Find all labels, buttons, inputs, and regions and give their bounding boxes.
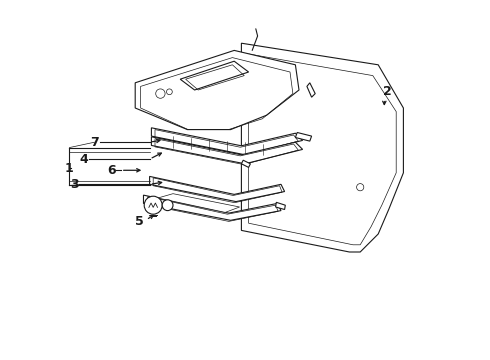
Polygon shape [149, 176, 285, 202]
Polygon shape [151, 137, 303, 164]
Text: 2: 2 [383, 85, 392, 98]
Polygon shape [242, 43, 403, 252]
Circle shape [167, 89, 172, 95]
Polygon shape [144, 195, 281, 220]
Circle shape [144, 196, 162, 214]
Polygon shape [180, 61, 248, 90]
Polygon shape [295, 132, 312, 141]
Polygon shape [307, 83, 315, 97]
Circle shape [357, 184, 364, 191]
Circle shape [162, 200, 173, 211]
Text: 6: 6 [107, 164, 116, 177]
Polygon shape [242, 160, 250, 167]
Polygon shape [151, 128, 303, 155]
Circle shape [156, 89, 165, 98]
Text: 3: 3 [70, 178, 78, 191]
Text: 7: 7 [90, 136, 99, 149]
Text: 4: 4 [79, 153, 88, 166]
Polygon shape [275, 202, 285, 210]
Text: 5: 5 [135, 215, 144, 228]
Polygon shape [135, 50, 299, 130]
Polygon shape [158, 194, 240, 212]
Text: 1: 1 [64, 162, 73, 175]
